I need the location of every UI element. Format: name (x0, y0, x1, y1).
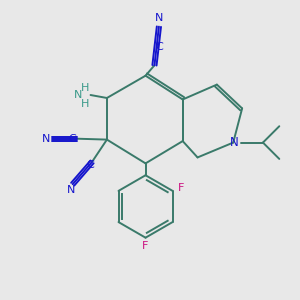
Text: C: C (87, 160, 94, 170)
Text: H: H (80, 99, 89, 109)
Text: H: H (80, 82, 89, 93)
Text: N: N (67, 185, 75, 195)
Text: N: N (230, 136, 239, 149)
Text: N: N (155, 13, 163, 23)
Text: C: C (68, 134, 76, 144)
Text: N: N (74, 90, 82, 100)
Text: F: F (142, 241, 149, 251)
Text: C: C (155, 43, 163, 52)
Text: F: F (178, 183, 185, 193)
Text: N: N (42, 134, 50, 144)
